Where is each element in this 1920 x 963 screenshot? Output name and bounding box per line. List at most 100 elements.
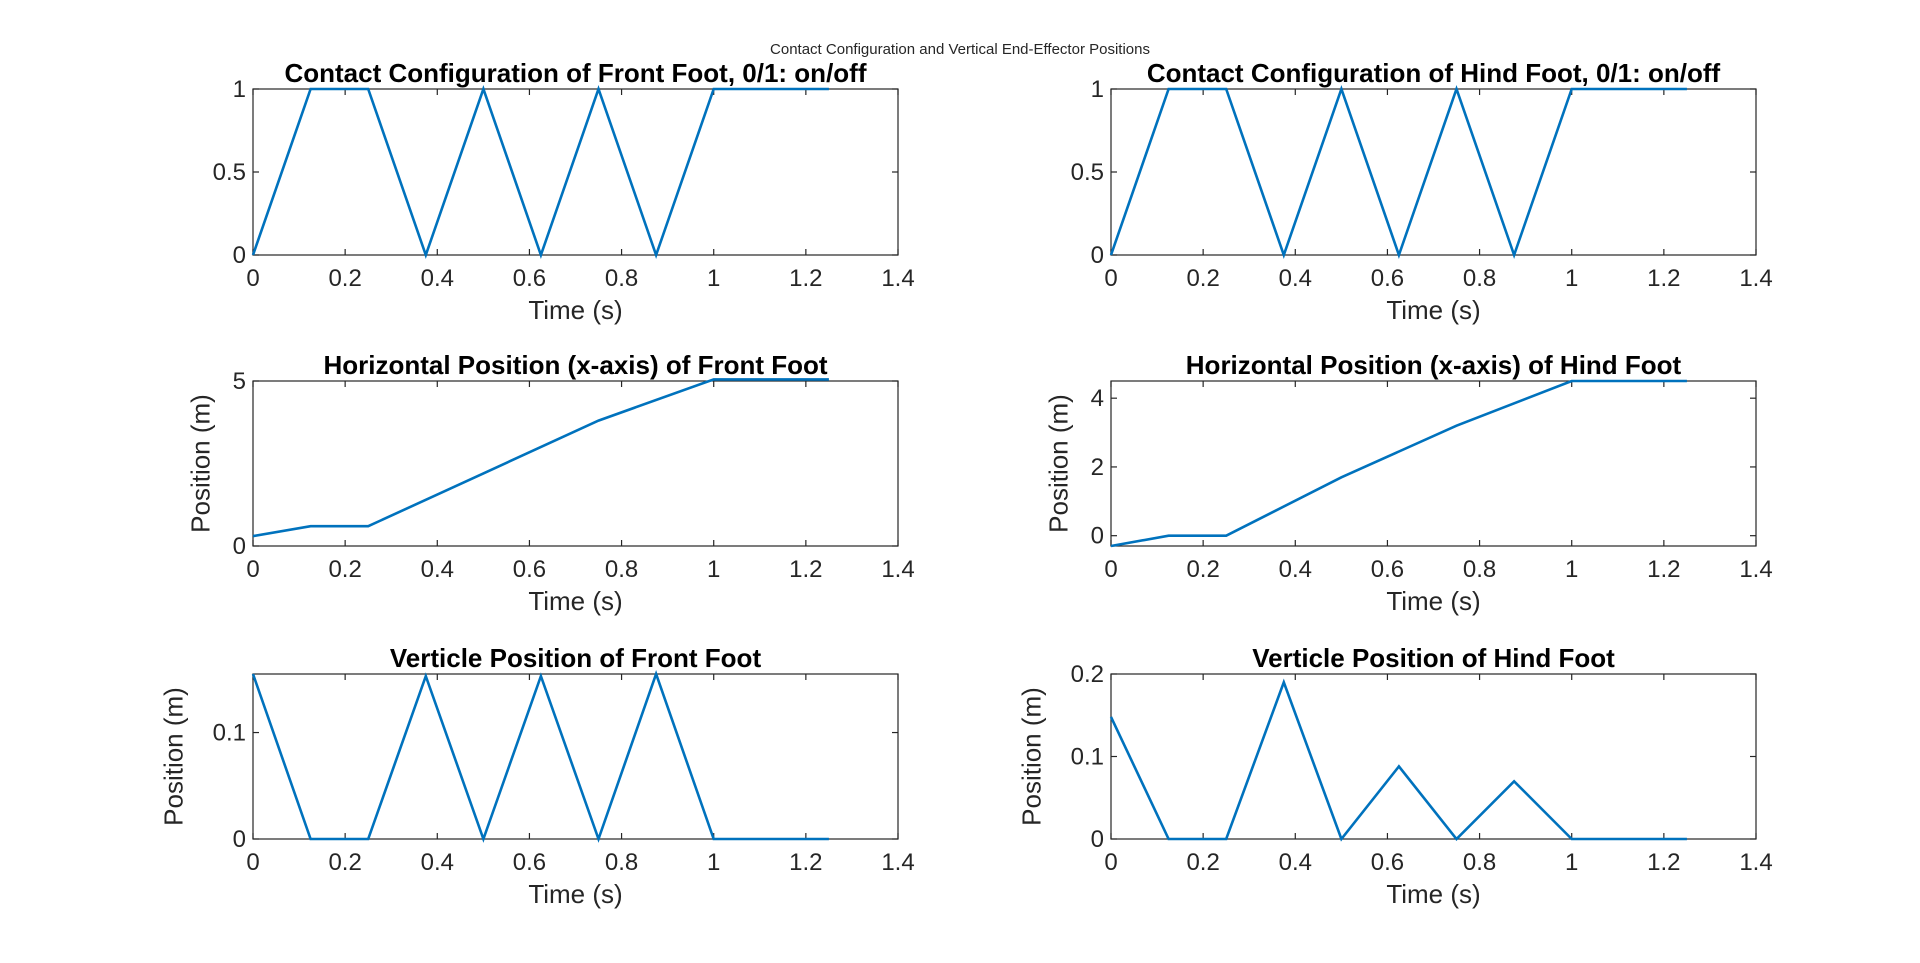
x-tick-label: 0.4 bbox=[421, 265, 454, 292]
y-axis-label: Position (m) bbox=[186, 394, 216, 533]
series-line-1 bbox=[1110, 379, 1687, 548]
subplot-title: Contact Configuration of Front Foot, 0/1… bbox=[284, 58, 866, 88]
plot-area bbox=[252, 380, 899, 547]
series-line-1 bbox=[1109, 678, 1687, 842]
x-tick-label: 1.2 bbox=[1647, 556, 1680, 583]
y-tick-label: 0 bbox=[233, 242, 246, 269]
x-tick-label: 0.6 bbox=[513, 265, 546, 292]
y-tick-label: 0.5 bbox=[1071, 159, 1104, 186]
x-tick-label: 1.2 bbox=[1647, 265, 1680, 292]
x-tick-label: 0.2 bbox=[328, 849, 361, 876]
x-tick-label: 0 bbox=[246, 265, 259, 292]
subplot-title: Verticle Position of Hind Foot bbox=[1252, 643, 1615, 673]
figure-title: Contact Configuration and Vertical End-E… bbox=[770, 41, 1150, 58]
y-tick-label: 0 bbox=[233, 533, 246, 560]
plot-area bbox=[1110, 380, 1757, 547]
series-line-1 bbox=[1109, 85, 1687, 259]
x-tick-label: 0.8 bbox=[1463, 556, 1496, 583]
x-tick-label: 0.6 bbox=[513, 556, 546, 583]
x-tick-label: 0.6 bbox=[1371, 849, 1404, 876]
y-tick-label: 0 bbox=[1091, 523, 1104, 550]
y-tick-label: 1 bbox=[1091, 76, 1104, 103]
x-axis-label: Time (s) bbox=[1386, 586, 1480, 616]
x-tick-label: 0 bbox=[246, 556, 259, 583]
y-tick-label: 2 bbox=[1091, 454, 1104, 481]
subplot-title: Contact Configuration of Hind Foot, 0/1:… bbox=[1147, 58, 1721, 88]
y-tick-label: 0.1 bbox=[1071, 744, 1104, 771]
x-tick-label: 0.4 bbox=[421, 849, 454, 876]
x-tick-label: 0.2 bbox=[1186, 265, 1219, 292]
x-tick-label: 0.6 bbox=[1371, 556, 1404, 583]
x-tick-label: 0.8 bbox=[605, 265, 638, 292]
x-tick-label: 0.6 bbox=[513, 849, 546, 876]
x-tick-label: 1 bbox=[1565, 849, 1578, 876]
x-tick-label: 0 bbox=[246, 849, 259, 876]
subplot-2: 0 0.2 0.4 0.6 0.8 1 1.2 1.4 0 0.5 1 Contact Configu… bbox=[1071, 58, 1773, 325]
x-tick-label: 0 bbox=[1104, 265, 1117, 292]
x-tick-label: 0.2 bbox=[328, 556, 361, 583]
subplot-1: 0 0.2 0.4 0.6 0.8 1 1.2 1.4 0 0.5 1 Contact Configu… bbox=[213, 58, 915, 325]
x-tick-label: 1 bbox=[1565, 556, 1578, 583]
x-tick-label: 0.8 bbox=[1463, 849, 1496, 876]
x-tick-label: 0.2 bbox=[1186, 556, 1219, 583]
series-line-1 bbox=[251, 670, 829, 843]
subplot-title: Horizontal Position (x-axis) of Front Fo… bbox=[323, 350, 827, 380]
x-tick-label: 0.4 bbox=[1279, 265, 1312, 292]
x-tick-label: 0 bbox=[1104, 849, 1117, 876]
y-tick-label: 0.5 bbox=[213, 159, 246, 186]
x-axis-label: Time (s) bbox=[528, 295, 622, 325]
x-tick-label: 0.4 bbox=[1279, 556, 1312, 583]
subplot-3: 0 0.2 0.4 0.6 0.8 1 1.2 1.4 0 5 Horizontal Positio… bbox=[186, 350, 915, 616]
x-tick-label: 0.4 bbox=[1279, 849, 1312, 876]
y-tick-label: 0 bbox=[1091, 826, 1104, 853]
y-axis-label: Position (m) bbox=[159, 687, 189, 826]
x-tick-label: 0.6 bbox=[1371, 265, 1404, 292]
x-tick-label: 0.2 bbox=[328, 265, 361, 292]
y-axis-label: Position (m) bbox=[1017, 687, 1047, 826]
x-tick-label: 1.4 bbox=[1739, 849, 1772, 876]
plot-area bbox=[1110, 88, 1757, 256]
subplot-grid: 0 0.2 0.4 0.6 0.8 1 1.2 1.4 0 0.5 1 Contact Configu… bbox=[159, 58, 1773, 909]
y-tick-label: 5 bbox=[233, 368, 246, 395]
x-tick-label: 0 bbox=[1104, 556, 1117, 583]
x-axis-label: Time (s) bbox=[1386, 879, 1480, 909]
x-tick-label: 1.2 bbox=[789, 265, 822, 292]
y-tick-label: 4 bbox=[1091, 385, 1104, 412]
y-axis-label: Position (m) bbox=[1044, 394, 1074, 533]
x-tick-label: 0.4 bbox=[421, 556, 454, 583]
series-line-1 bbox=[251, 85, 829, 259]
x-tick-label: 1 bbox=[1565, 265, 1578, 292]
x-axis-label: Time (s) bbox=[528, 586, 622, 616]
x-tick-label: 1 bbox=[707, 849, 720, 876]
subplot-title: Horizontal Position (x-axis) of Hind Foo… bbox=[1186, 350, 1682, 380]
y-tick-label: 1 bbox=[233, 76, 246, 103]
x-tick-label: 1.4 bbox=[1739, 265, 1772, 292]
subplot-5: 0 0.2 0.4 0.6 0.8 1 1.2 1.4 0 0.1 Verticle Positio… bbox=[159, 643, 915, 909]
x-tick-label: 1.2 bbox=[789, 849, 822, 876]
x-tick-label: 0.8 bbox=[1463, 265, 1496, 292]
x-tick-label: 1.2 bbox=[1647, 849, 1680, 876]
plot-area bbox=[1110, 673, 1757, 840]
x-tick-label: 1.4 bbox=[1739, 556, 1772, 583]
x-tick-label: 1.4 bbox=[881, 265, 914, 292]
x-tick-label: 0.2 bbox=[1186, 849, 1219, 876]
x-tick-label: 0.8 bbox=[605, 849, 638, 876]
x-tick-label: 1.2 bbox=[789, 556, 822, 583]
x-axis-label: Time (s) bbox=[1386, 295, 1480, 325]
subplot-6: 0 0.2 0.4 0.6 0.8 1 1.2 1.4 0 0.1 0.2 Verticle Posi… bbox=[1017, 643, 1773, 909]
x-tick-label: 1.4 bbox=[881, 849, 914, 876]
x-tick-label: 0.8 bbox=[605, 556, 638, 583]
x-tick-label: 1 bbox=[707, 556, 720, 583]
x-tick-label: 1.4 bbox=[881, 556, 914, 583]
y-tick-label: 0 bbox=[233, 826, 246, 853]
y-tick-label: 0.2 bbox=[1071, 661, 1104, 688]
plot-area bbox=[252, 673, 899, 840]
x-axis-label: Time (s) bbox=[528, 879, 622, 909]
y-tick-label: 0 bbox=[1091, 242, 1104, 269]
y-tick-label: 0.1 bbox=[213, 720, 246, 747]
subplot-title: Verticle Position of Front Foot bbox=[390, 643, 762, 673]
series-line-1 bbox=[252, 378, 829, 538]
plot-area bbox=[252, 88, 899, 256]
subplot-4: 0 0.2 0.4 0.6 0.8 1 1.2 1.4 0 2 4 Horizontal Positi… bbox=[1044, 350, 1773, 616]
